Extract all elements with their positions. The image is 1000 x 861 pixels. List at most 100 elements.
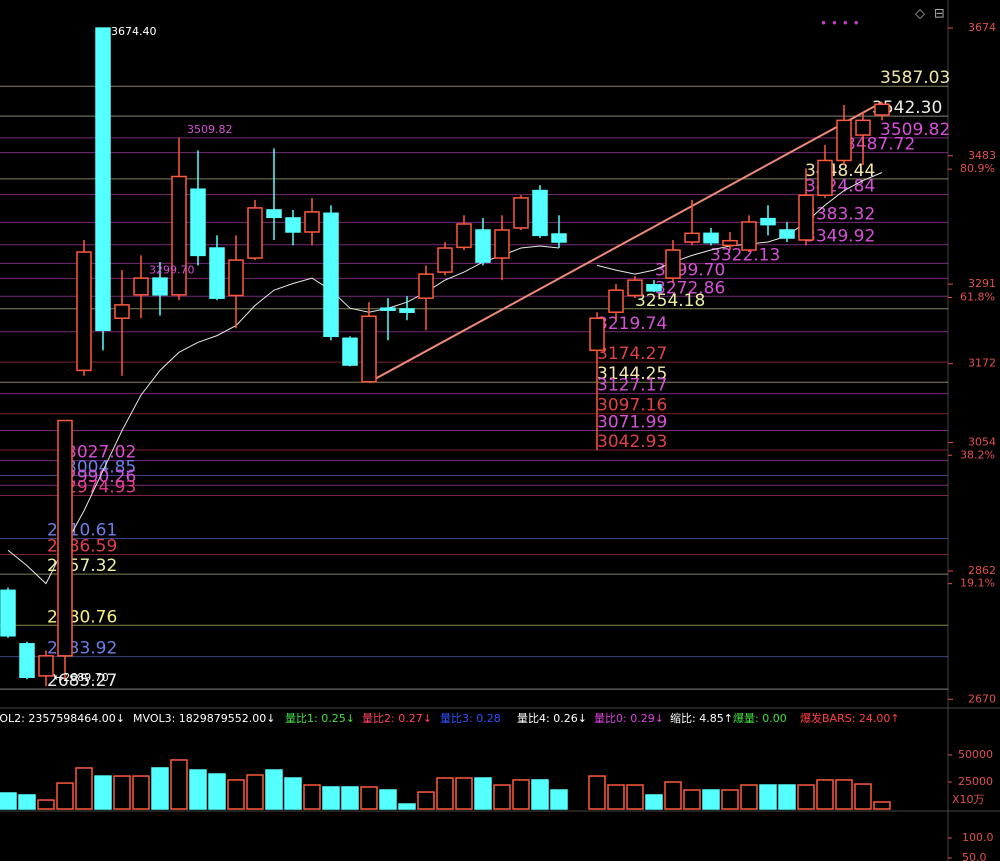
fib-tick-label: 80.9%: [960, 162, 995, 175]
indicator-header: 量比3: 0.28: [440, 712, 501, 725]
candle-body: [589, 317, 605, 352]
y-tick-label: 3483: [968, 149, 996, 162]
vol-tick-label: 25000: [958, 775, 993, 788]
annotation: 3299.70: [149, 263, 195, 276]
candle-body: [399, 308, 415, 313]
candle-body: [741, 221, 757, 251]
y-tick-label: 2670: [968, 692, 996, 705]
candle-body: [551, 233, 567, 243]
candle-body: [266, 209, 282, 219]
candle-body: [171, 175, 187, 296]
level-label: 3254.18: [635, 291, 705, 311]
volume-bar: [531, 779, 549, 810]
candle-body: [456, 223, 472, 249]
indicator-header: 量比1: 0.25↓: [285, 712, 355, 725]
candle-body: [665, 249, 681, 279]
volume-bar: [0, 792, 17, 810]
volume-bar: [550, 789, 568, 810]
candle-body: [779, 229, 795, 239]
candle-body: [418, 273, 434, 299]
y-tick-label: 3172: [968, 357, 996, 370]
volume-bar: [455, 777, 473, 810]
volume-bar: [189, 769, 207, 810]
volume-bar: [37, 799, 55, 810]
vol-tick-label: 50000: [958, 748, 993, 761]
candle-body: [437, 247, 453, 273]
volume-bar: [797, 784, 815, 810]
fib-tick-label: 19.1%: [960, 577, 995, 590]
volume-bar: [265, 769, 283, 810]
volume-bar: [607, 784, 625, 810]
candle-body: [722, 239, 738, 247]
annotation: 3674.40: [111, 25, 157, 38]
menu-dots[interactable]: • • • •: [820, 17, 860, 31]
level-label: 3322.13: [710, 245, 780, 265]
level-label: 2974.93: [66, 477, 136, 497]
level-label: 3127.17: [597, 376, 667, 396]
candle-body: [475, 229, 491, 263]
volume-bar: [398, 803, 416, 810]
candle-body: [646, 284, 662, 292]
candle-body: [798, 194, 814, 241]
volume-bar: [740, 784, 758, 810]
candle-body: [209, 247, 225, 299]
level-label: 3071.99: [597, 413, 667, 433]
annotation: ←2689.70: [54, 671, 109, 684]
fib-tick-label: 38.2%: [960, 448, 995, 461]
candle-body: [855, 119, 871, 136]
level-label: 3272.86: [655, 278, 725, 298]
volume-bar: [341, 786, 359, 810]
candle-body: [0, 589, 16, 637]
level-label: 3509.82: [880, 120, 950, 140]
volume-bar: [645, 794, 663, 810]
indicator-header: MVOL3: 1829879552.00↓: [133, 712, 276, 725]
candle-body: [76, 251, 92, 372]
level-label: 3097.16: [597, 396, 667, 416]
indicator-header: 量比2: 0.27↓: [362, 712, 432, 725]
volume-bar: [436, 777, 454, 810]
y-tick-label: 3674: [968, 21, 996, 34]
volume-bar: [151, 767, 169, 810]
candle-body: [247, 207, 263, 259]
candle-body: [190, 188, 206, 257]
candle-body: [836, 119, 852, 162]
volume-bar: [664, 781, 682, 810]
volume-bar: [94, 775, 112, 810]
level-label: 3174.27: [597, 344, 667, 364]
volume-bar: [56, 782, 74, 810]
candle-body: [95, 27, 111, 332]
volume-bar: [417, 791, 435, 810]
indicator-header: VOL2: 2357598464.00↓: [0, 712, 125, 725]
volume-bar: [721, 789, 739, 810]
candle-body: [38, 655, 54, 677]
indicator-header: 爆量: 0.00: [733, 711, 787, 725]
volume-bar: [683, 789, 701, 810]
candle-body: [361, 315, 377, 383]
candle-body: [684, 232, 700, 243]
level-label: 3042.93: [597, 432, 667, 452]
candle-body: [608, 289, 624, 313]
candle-body: [380, 307, 396, 311]
annotation: 3509.82: [187, 123, 233, 136]
candle-body: [627, 279, 643, 297]
candle-body: [228, 259, 244, 297]
volume-bar: [18, 794, 36, 810]
osc-tick-label: 100.0: [962, 831, 994, 844]
volume-bar: [759, 784, 777, 810]
volume-bar: [379, 789, 397, 810]
candle-body: [133, 277, 149, 296]
candle-body: [323, 212, 339, 338]
volume-bar: [493, 784, 511, 810]
volume-bar: [284, 777, 302, 810]
level-label: 3349.92: [805, 227, 875, 247]
candle-body: [114, 304, 130, 319]
toggle-icon[interactable]: ◇: [915, 7, 925, 22]
candle-body: [532, 189, 548, 237]
panel-icon[interactable]: ⊟: [934, 7, 945, 22]
candle-body: [874, 103, 890, 116]
indicator-header: 量比0: 0.29↓: [594, 712, 664, 725]
volume-bar: [132, 775, 150, 810]
level-label: 3383.32: [805, 204, 875, 224]
